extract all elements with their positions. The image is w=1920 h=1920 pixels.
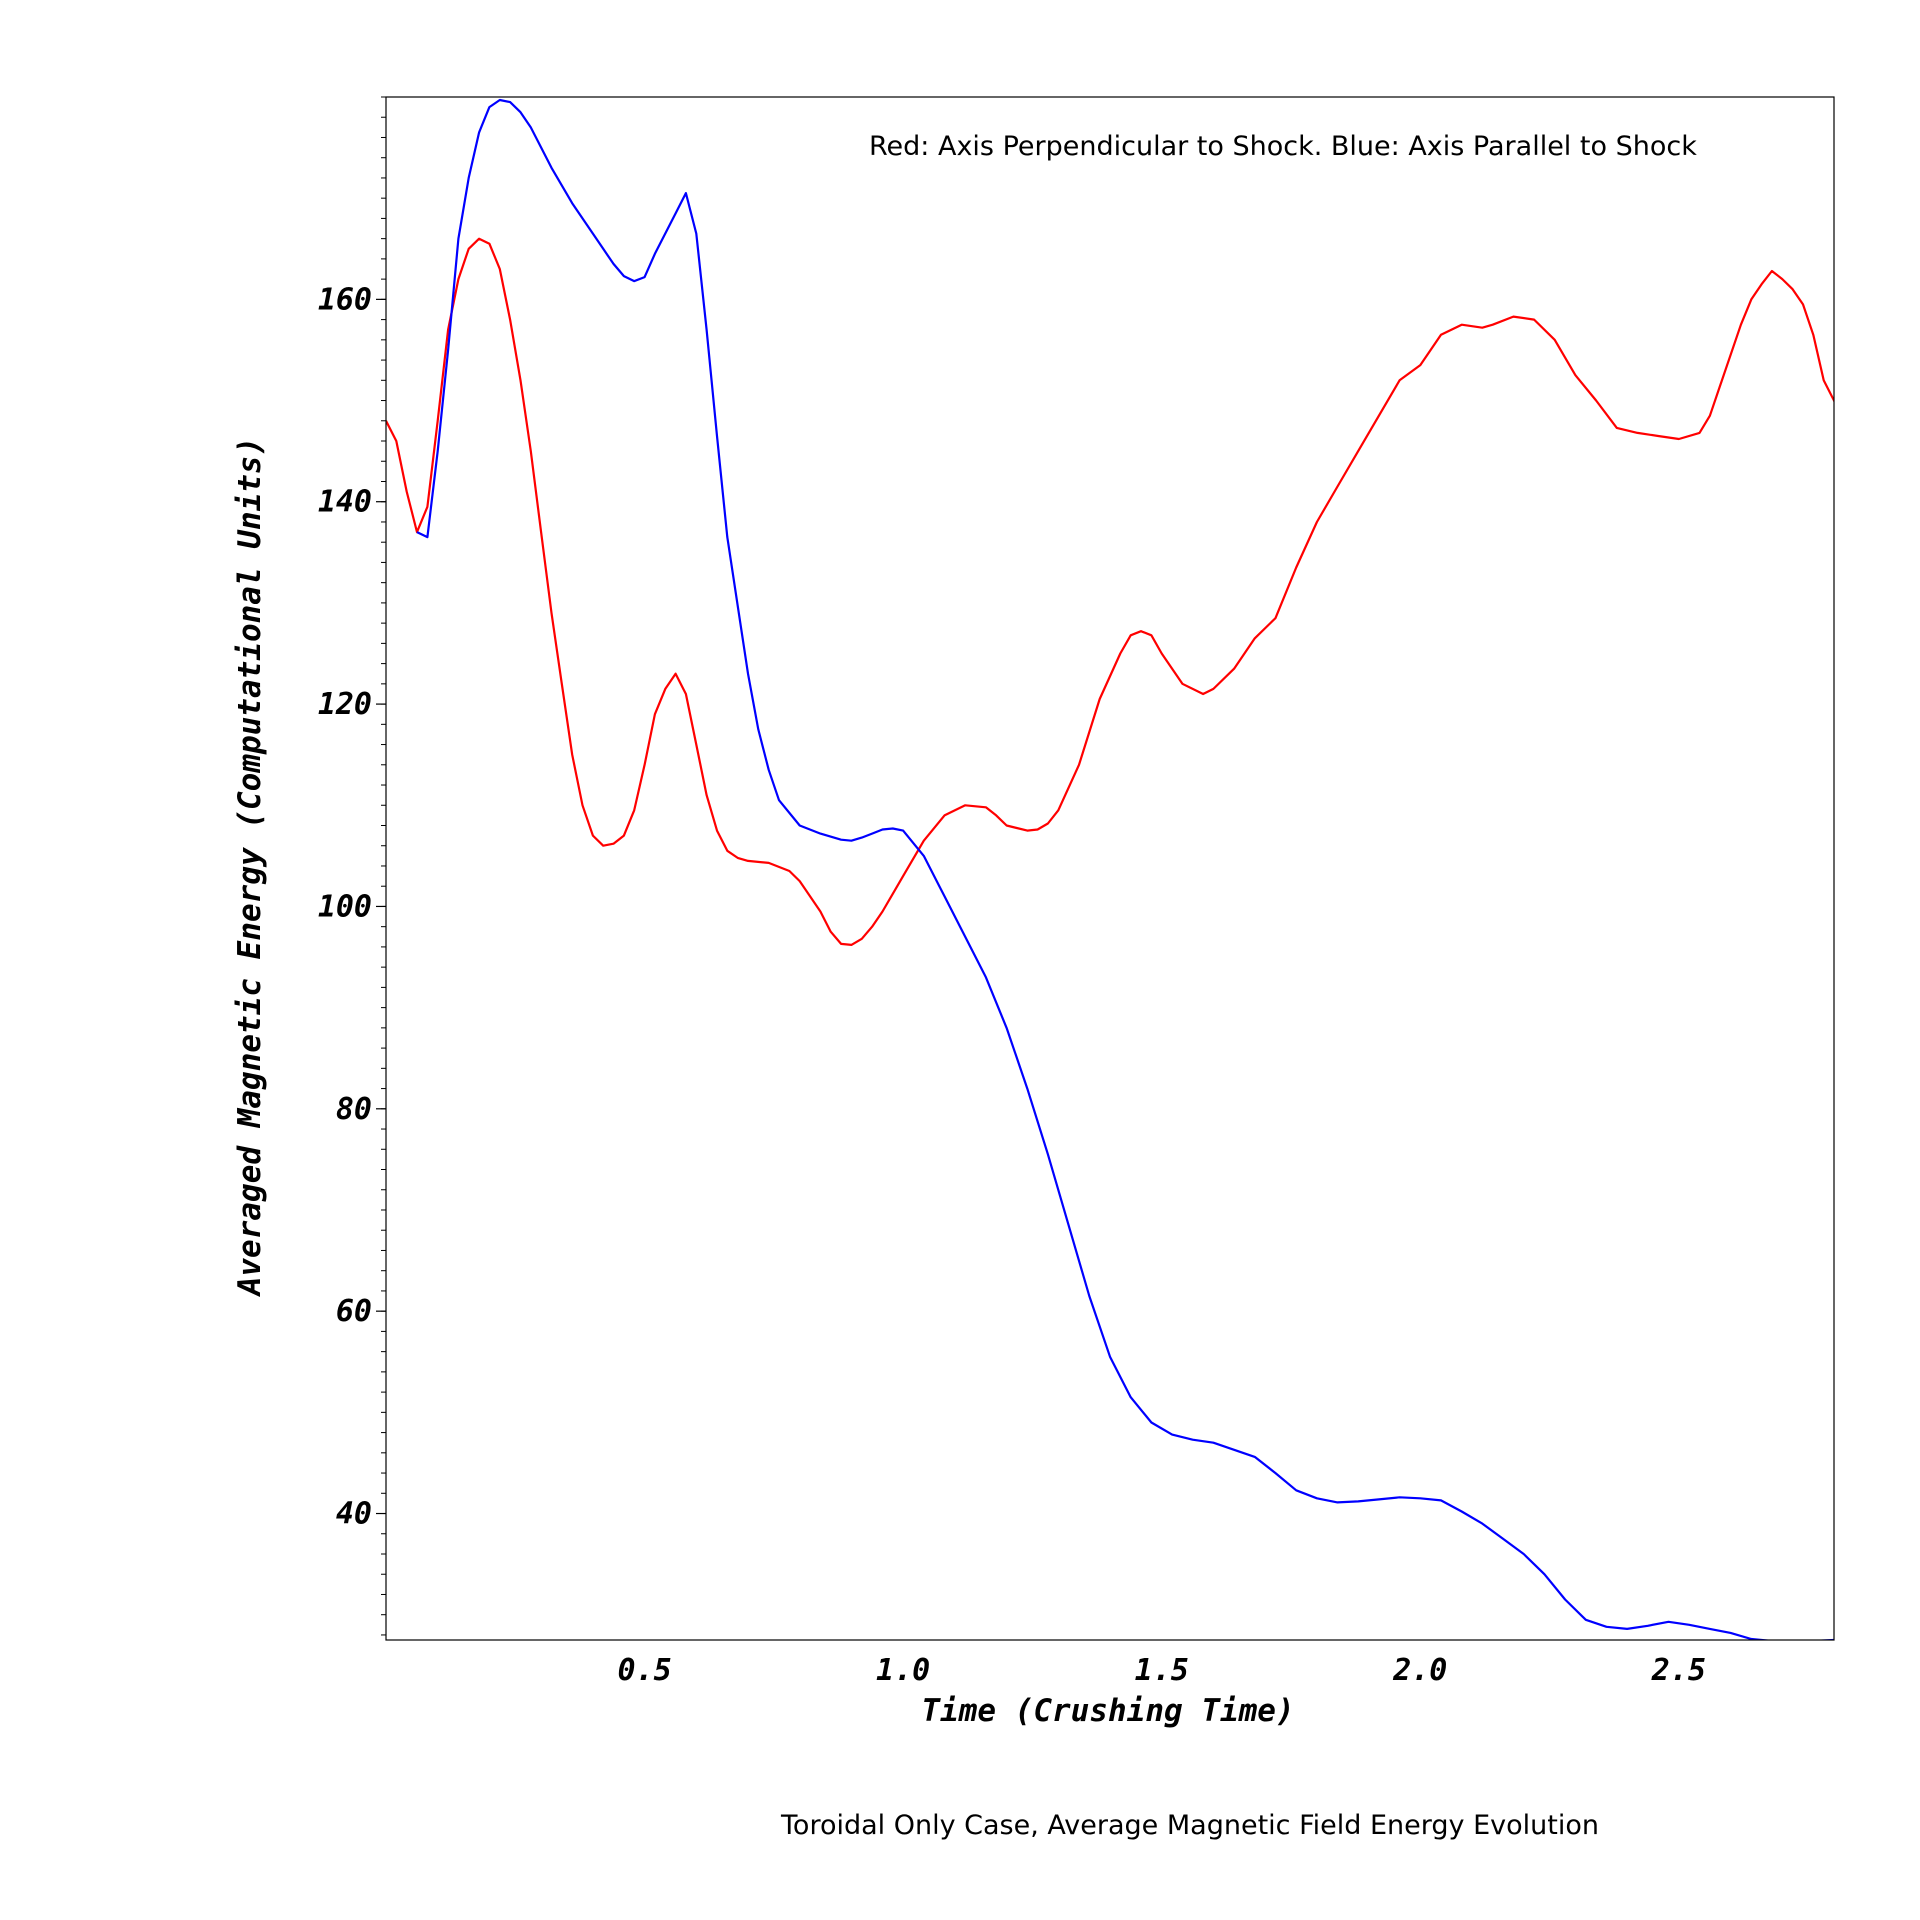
y-tick-label: 160 <box>318 282 372 317</box>
series-line-red <box>386 237 1834 946</box>
plot-lines <box>386 98 1834 1640</box>
x-tick-label: 2.0 <box>1392 1653 1447 1688</box>
x-axis-title: Time (Crushing Time) <box>921 1693 1294 1729</box>
y-tick-label: 120 <box>318 687 372 722</box>
series-line-blue <box>416 98 1834 1640</box>
y-tick-label: 40 <box>336 1497 372 1532</box>
plot-frame <box>385 96 1835 1641</box>
y-axis: 40 60 80 100 120 140 160 <box>318 282 386 1532</box>
y-tick-label: 80 <box>336 1092 372 1127</box>
y-minor-ticks <box>381 96 386 1636</box>
x-tick-label: 1.0 <box>876 1653 930 1688</box>
x-tick-label: 0.5 <box>617 1653 671 1688</box>
y-tick-label: 140 <box>318 485 372 520</box>
y-axis-title: Averaged Magnetic Energy (Computational … <box>232 437 268 1298</box>
y-tick-label: 60 <box>336 1294 372 1329</box>
x-tick-label: 1.5 <box>1135 1653 1189 1688</box>
x-axis: 0.5 1.0 1.5 2.0 2.5 <box>617 1653 1705 1688</box>
chart-title: Toroidal Only Case, Average Magnetic Fie… <box>780 1810 1599 1841</box>
x-tick-label: 2.5 <box>1651 1653 1706 1688</box>
y-tick-label: 100 <box>318 889 372 924</box>
chart-annotation: Red: Axis Perpendicular to Shock. Blue: … <box>869 131 1697 162</box>
